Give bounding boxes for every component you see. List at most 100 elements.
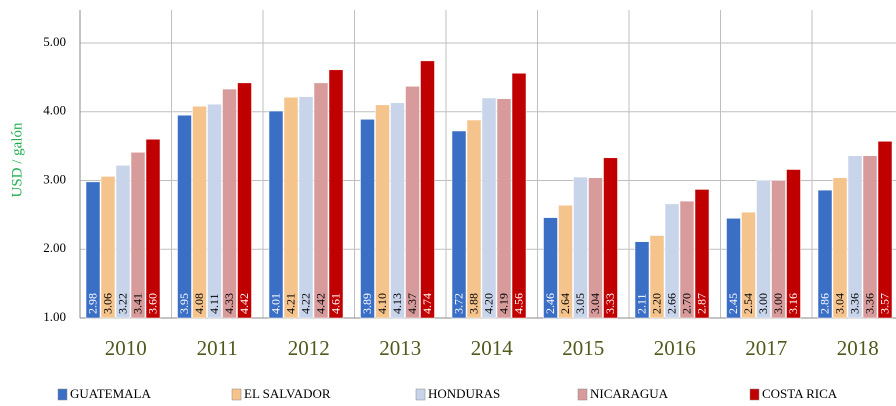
bar bbox=[177, 114, 192, 319]
legend-label: GUATEMALA bbox=[70, 386, 151, 401]
value-label: 3.88 bbox=[466, 293, 480, 314]
x-tick-label: 2017 bbox=[745, 336, 787, 360]
bar bbox=[405, 86, 420, 319]
bar bbox=[786, 169, 801, 319]
legend-label: COSTA RICA bbox=[762, 386, 838, 401]
value-label: 3.04 bbox=[832, 293, 846, 314]
bar bbox=[451, 130, 467, 319]
bar bbox=[877, 141, 893, 319]
bar bbox=[741, 211, 756, 319]
value-label: 4.10 bbox=[375, 293, 389, 314]
x-tick-label: 2012 bbox=[288, 336, 330, 360]
bar bbox=[862, 155, 878, 319]
legend-swatch bbox=[577, 388, 588, 401]
y-tick-label: 5.00 bbox=[43, 34, 66, 49]
bar bbox=[145, 139, 161, 319]
legend-swatch bbox=[231, 388, 242, 401]
value-label: 2.70 bbox=[679, 293, 693, 314]
bar bbox=[115, 165, 131, 319]
x-tick-label: 2015 bbox=[562, 336, 604, 360]
value-label: 4.61 bbox=[328, 293, 342, 314]
value-label: 3.33 bbox=[603, 293, 617, 314]
bar bbox=[360, 119, 375, 319]
value-label: 3.16 bbox=[786, 293, 800, 314]
bar bbox=[634, 241, 650, 319]
value-label: 3.60 bbox=[145, 293, 159, 314]
x-tick-label: 2010 bbox=[105, 336, 147, 360]
value-label: 4.20 bbox=[481, 293, 495, 314]
bar bbox=[496, 98, 512, 319]
bar bbox=[313, 82, 329, 319]
y-tick-label: 4.00 bbox=[43, 103, 66, 118]
legend-label: NICARAGUA bbox=[590, 386, 669, 401]
value-label: 3.95 bbox=[177, 293, 191, 314]
value-label: 4.19 bbox=[496, 293, 510, 314]
bar bbox=[664, 203, 680, 319]
value-label: 2.54 bbox=[741, 293, 755, 314]
bar bbox=[649, 235, 665, 319]
bar bbox=[85, 181, 101, 319]
value-label: 3.72 bbox=[451, 293, 465, 314]
bar bbox=[543, 217, 558, 319]
x-tick-label: 2018 bbox=[837, 336, 879, 360]
value-label: 4.21 bbox=[283, 293, 297, 314]
bar bbox=[771, 180, 786, 319]
y-tick-label: 2.00 bbox=[43, 240, 66, 255]
bar bbox=[679, 200, 695, 319]
bar bbox=[573, 176, 588, 319]
value-label: 3.04 bbox=[588, 293, 602, 314]
value-label: 3.36 bbox=[862, 293, 876, 314]
value-label: 3.05 bbox=[573, 293, 587, 314]
bar bbox=[237, 82, 252, 319]
legend-label: HONDURAS bbox=[428, 386, 500, 401]
bar bbox=[268, 110, 284, 319]
legend-label: EL SALVADOR bbox=[244, 386, 331, 401]
bar bbox=[466, 119, 482, 319]
y-tick-label: 3.00 bbox=[43, 171, 66, 186]
legend-swatch bbox=[57, 388, 68, 401]
bar bbox=[283, 97, 299, 319]
value-label: 3.36 bbox=[847, 293, 861, 314]
value-label: 4.42 bbox=[237, 293, 251, 314]
bar bbox=[420, 60, 435, 319]
value-label: 3.89 bbox=[360, 293, 374, 314]
value-label: 2.98 bbox=[85, 293, 99, 314]
value-label: 2.86 bbox=[817, 293, 831, 314]
value-label: 3.41 bbox=[130, 293, 144, 314]
bar bbox=[100, 176, 116, 319]
value-label: 4.74 bbox=[420, 293, 434, 314]
bar bbox=[222, 88, 237, 319]
x-tick-label: 2014 bbox=[471, 336, 514, 360]
bar bbox=[481, 97, 497, 319]
bar bbox=[817, 189, 833, 319]
value-label: 4.08 bbox=[192, 293, 206, 314]
value-label: 2.45 bbox=[726, 293, 740, 314]
bar bbox=[726, 218, 741, 319]
bar bbox=[328, 69, 344, 319]
bar bbox=[390, 102, 405, 319]
value-label: 4.42 bbox=[313, 293, 327, 314]
bar bbox=[207, 103, 222, 319]
bar bbox=[694, 189, 710, 319]
value-label: 2.66 bbox=[664, 293, 678, 314]
bar bbox=[511, 73, 527, 319]
bar bbox=[603, 157, 618, 319]
y-tick-label: 1.00 bbox=[43, 309, 66, 324]
bar bbox=[832, 177, 848, 319]
value-label: 3.22 bbox=[115, 293, 129, 314]
value-label: 3.00 bbox=[756, 293, 770, 314]
value-label: 3.00 bbox=[771, 293, 785, 314]
x-tick-label: 2013 bbox=[379, 336, 421, 360]
value-label: 4.33 bbox=[222, 293, 236, 314]
value-label: 2.20 bbox=[649, 293, 663, 314]
value-label: 2.87 bbox=[694, 293, 708, 314]
value-label: 4.11 bbox=[207, 293, 221, 314]
bar bbox=[588, 177, 603, 319]
bar bbox=[847, 155, 863, 319]
bar bbox=[192, 106, 207, 319]
bar bbox=[375, 104, 390, 319]
bar bbox=[298, 96, 314, 319]
value-label: 2.11 bbox=[634, 293, 648, 314]
value-label: 2.46 bbox=[543, 293, 557, 314]
